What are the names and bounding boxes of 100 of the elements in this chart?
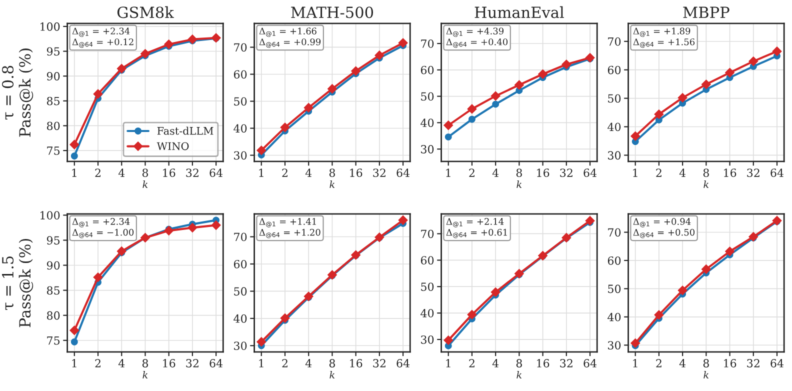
point xyxy=(701,264,712,274)
point xyxy=(630,131,640,142)
y-tick-label: 50 xyxy=(421,92,434,101)
point xyxy=(514,268,524,279)
y-tick-label: 40 xyxy=(234,314,247,323)
x-tick-label: 64 xyxy=(584,359,597,368)
x-axis-title: k xyxy=(516,180,522,188)
point xyxy=(444,133,452,140)
y-tick-label: 30 xyxy=(608,341,621,350)
y-tick-label: 60 xyxy=(420,66,434,74)
chart-title: HumanEval xyxy=(474,6,564,18)
point xyxy=(467,104,477,114)
point xyxy=(654,109,664,120)
x-tick-label: 1 xyxy=(259,359,264,368)
point xyxy=(70,152,78,160)
point xyxy=(70,338,78,346)
y-tick-label: 60 xyxy=(420,256,434,265)
x-tick-label: 16 xyxy=(350,168,362,178)
x-tick-label: 8 xyxy=(516,168,522,178)
point xyxy=(772,216,782,226)
y-tick-label: 70 xyxy=(608,37,621,46)
y-tick-label: 70 xyxy=(234,43,247,52)
x-axis-title: k xyxy=(704,180,709,188)
point xyxy=(724,246,735,256)
y-tick-label: 75 xyxy=(47,336,60,345)
point xyxy=(585,216,595,226)
y-tick-label: 40 xyxy=(420,309,434,318)
y-tick-label: 30 xyxy=(234,151,247,160)
text: Δ$_{@1}$ = +0.94 Δ$_{@64}$ = +0.50 xyxy=(633,218,695,238)
point xyxy=(164,226,174,236)
x-tick-label: 8 xyxy=(142,168,148,178)
point xyxy=(256,145,266,156)
x-tick-label: 16 xyxy=(163,168,176,178)
point xyxy=(116,246,127,256)
x-tick-label: 64 xyxy=(210,359,223,368)
y-tick-label: 60 xyxy=(608,256,621,265)
point xyxy=(116,64,127,74)
x-tick-label: 8 xyxy=(142,359,148,368)
y-tick-label: 85 xyxy=(46,96,60,106)
x-tick-label: 8 xyxy=(703,359,709,368)
text: Δ$_{@1}$ = +1.66 Δ$_{@64}$ = +0.99 xyxy=(259,28,321,48)
y-tick-label: 100 xyxy=(40,22,60,31)
text: Δ$_{@1}$ = +4.39 Δ$_{@64}$ = +0.40 xyxy=(446,28,508,48)
y-tick-label: 80 xyxy=(46,122,60,130)
y-tick-label: 50 xyxy=(421,282,434,291)
y-tick-label: 30 xyxy=(421,335,434,344)
point xyxy=(443,120,454,130)
x-tick-label: 4 xyxy=(305,359,312,368)
x-tick-label: 1 xyxy=(72,168,76,177)
y-tick-label: 85 xyxy=(46,286,60,295)
x-axis-title: k xyxy=(330,370,335,378)
x-tick-label: 2 xyxy=(656,168,662,177)
x-tick-label: 4 xyxy=(305,168,312,177)
y-tick-label: 40 xyxy=(234,124,247,133)
point xyxy=(490,287,500,298)
y-tick-label: 40 xyxy=(420,118,434,128)
point xyxy=(585,52,595,63)
x-tick-label: 4 xyxy=(492,359,499,368)
x-tick-label: 1 xyxy=(259,168,264,177)
x-tick-label: 32 xyxy=(186,359,198,368)
x-tick-label: 4 xyxy=(118,168,125,177)
x-axis-title: k xyxy=(516,370,522,378)
x-tick-label: 32 xyxy=(373,168,386,178)
point xyxy=(188,34,198,44)
point xyxy=(468,116,476,123)
point xyxy=(69,325,80,336)
x-tick-label: 2 xyxy=(282,359,288,368)
y-tick-label: 95 xyxy=(46,47,60,56)
y-tick-label: 90 xyxy=(46,261,60,270)
x-tick-label: 4 xyxy=(679,168,686,177)
y-tick-label: 70 xyxy=(421,230,434,238)
y-tick-label: 100 xyxy=(40,211,60,220)
x-tick-label: 16 xyxy=(537,168,550,178)
point xyxy=(630,338,640,348)
y-tick-label: 75 xyxy=(47,146,60,155)
x-tick-label: 8 xyxy=(516,359,522,368)
x-tick-label: 64 xyxy=(770,359,784,368)
point xyxy=(398,38,408,48)
point xyxy=(467,310,477,320)
x-tick-label: 32 xyxy=(186,168,198,178)
point xyxy=(350,66,361,76)
y-axis-title: τ = 0.8 Pass@k (%) xyxy=(2,48,34,137)
point xyxy=(327,84,338,94)
y-tick-label: 80 xyxy=(46,311,60,320)
point xyxy=(701,79,712,90)
x-tick-label: 64 xyxy=(584,168,597,178)
y-tick-label: 70 xyxy=(421,39,434,48)
text: Δ$_{@1}$ = +2.34 Δ$_{@64}$ = +0.12 xyxy=(72,28,134,48)
y-tick-label: 60 xyxy=(234,70,247,79)
text: Δ$_{@1}$ = +2.14 Δ$_{@64}$ = +0.61 xyxy=(446,218,507,238)
point xyxy=(188,222,198,233)
x-tick-label: 64 xyxy=(770,168,784,178)
point xyxy=(514,80,524,90)
x-tick-label: 2 xyxy=(469,168,474,177)
x-tick-label: 64 xyxy=(396,168,410,178)
x-tick-label: 8 xyxy=(329,359,335,368)
y-axis-title: τ = 1.5 Pass@k (%) xyxy=(2,239,34,328)
y-tick-label: 50 xyxy=(608,94,621,103)
y-tick-label: 30 xyxy=(608,151,621,160)
x-tick-label: 8 xyxy=(703,168,709,178)
